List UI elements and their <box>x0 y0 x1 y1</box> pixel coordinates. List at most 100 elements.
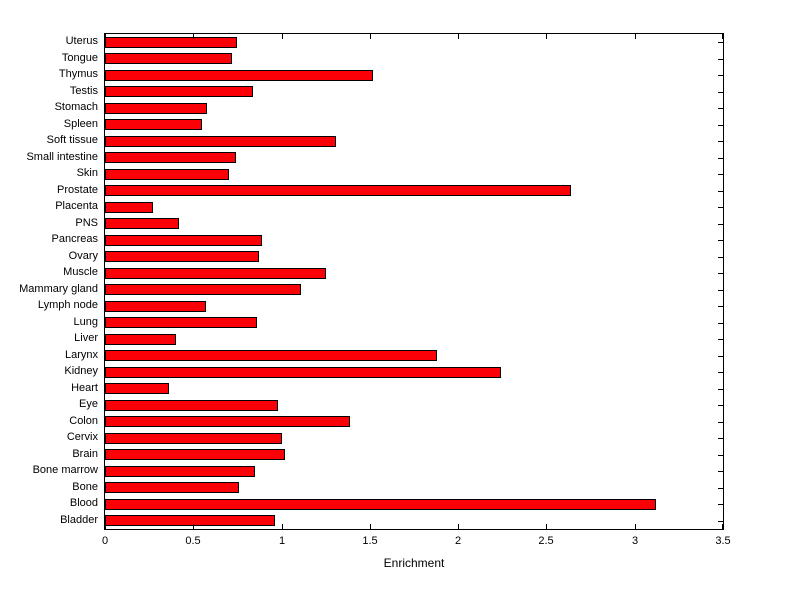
x-tick <box>722 524 723 529</box>
bar-pns <box>105 218 179 230</box>
bar-bladder <box>105 515 275 527</box>
y-tick-right <box>718 504 723 505</box>
y-tick-label: Placenta <box>55 200 98 213</box>
y-tick-label: Prostate <box>57 183 98 196</box>
y-tick-right <box>718 257 723 258</box>
y-tick-label: Skin <box>76 167 98 180</box>
bar-testis <box>105 86 253 98</box>
x-tick-label: 1 <box>278 535 286 547</box>
y-tick-label: Kidney <box>64 365 98 378</box>
x-tick <box>282 524 283 529</box>
y-tick-right <box>718 405 723 406</box>
y-tick-right <box>718 438 723 439</box>
x-tick <box>370 524 371 529</box>
x-tick-label: 1.5 <box>362 535 378 547</box>
x-tick <box>635 524 636 529</box>
x-tick-label: 2 <box>454 535 462 547</box>
y-tick-label: Lung <box>73 315 98 328</box>
y-tick-label: Blood <box>69 497 98 510</box>
y-tick-label: Soft tissue <box>46 134 98 147</box>
y-tick-right <box>718 92 723 93</box>
y-tick-right <box>718 290 723 291</box>
y-tick-label: Bone marrow <box>32 464 98 477</box>
bar-placenta <box>105 201 153 213</box>
bar-thymus <box>105 69 373 81</box>
y-tick-label: Small intestine <box>26 150 98 163</box>
y-tick-label: Pancreas <box>51 233 98 246</box>
y-tick-label: Testis <box>69 84 98 97</box>
y-tick-right <box>718 389 723 390</box>
y-tick-right <box>718 356 723 357</box>
y-tick-right <box>718 174 723 175</box>
y-tick-label: Eye <box>79 398 98 411</box>
y-tick-right <box>718 42 723 43</box>
bar-kidney <box>105 366 501 378</box>
y-tick-right <box>718 323 723 324</box>
y-tick-right <box>718 521 723 522</box>
y-tick-right <box>718 422 723 423</box>
bar-eye <box>105 399 278 411</box>
bar-lymph-node <box>105 300 206 312</box>
bar-lung <box>105 317 257 329</box>
x-tick <box>193 524 194 529</box>
y-tick-label: Brain <box>72 447 98 460</box>
y-tick-label: Bone <box>72 480 98 493</box>
bar-cervix <box>105 432 282 444</box>
y-tick-right <box>718 158 723 159</box>
y-tick-label: Thymus <box>58 68 98 81</box>
bar-uterus <box>105 36 237 48</box>
bar-small-intestine <box>105 152 236 164</box>
x-tick <box>546 524 547 529</box>
bar-brain <box>105 449 285 461</box>
x-tick-label: 0 <box>101 535 109 547</box>
y-tick-label: PNS <box>75 216 98 229</box>
y-tick-label: Colon <box>69 414 98 427</box>
bar-liver <box>105 333 176 345</box>
x-tick <box>105 524 106 529</box>
y-tick-label: Larynx <box>64 348 98 361</box>
bar-muscle <box>105 267 326 279</box>
y-tick-label: Stomach <box>54 101 98 114</box>
y-tick-right <box>718 471 723 472</box>
bar-prostate <box>105 185 571 197</box>
bar-colon <box>105 416 350 428</box>
x-tick-label: 0.5 <box>185 535 201 547</box>
x-tick-label: 3 <box>631 535 639 547</box>
y-tick-label: Tongue <box>61 51 98 64</box>
bar-spleen <box>105 119 202 131</box>
y-tick-right <box>718 125 723 126</box>
y-tick-right <box>718 488 723 489</box>
bar-stomach <box>105 102 207 114</box>
bar-heart <box>105 383 169 395</box>
x-tick-top <box>282 34 283 39</box>
bar-blood <box>105 498 656 510</box>
y-tick-right <box>718 339 723 340</box>
y-tick-label: Liver <box>74 332 98 345</box>
y-tick-right <box>718 240 723 241</box>
x-tick-top <box>105 34 106 39</box>
bar-soft-tissue <box>105 135 336 147</box>
x-tick-label: 3.5 <box>715 535 731 547</box>
y-tick-label: Uterus <box>65 35 98 48</box>
bar-ovary <box>105 251 259 263</box>
bar-bone <box>105 482 239 494</box>
x-tick-top <box>546 34 547 39</box>
x-tick-top <box>722 34 723 39</box>
bar-mammary-gland <box>105 284 301 296</box>
bar-pancreas <box>105 234 262 246</box>
y-tick-right <box>718 207 723 208</box>
x-tick <box>458 524 459 529</box>
bar-bone-marrow <box>105 465 255 477</box>
x-tick-top <box>458 34 459 39</box>
y-tick-label: Cervix <box>66 431 98 444</box>
y-tick-right <box>718 372 723 373</box>
y-tick-right <box>718 273 723 274</box>
x-axis-title: Enrichment <box>383 556 445 570</box>
y-tick-label: Mammary gland <box>19 282 98 295</box>
y-tick-label: Bladder <box>60 513 98 526</box>
y-tick-label: Muscle <box>63 266 98 279</box>
bar-skin <box>105 168 229 180</box>
x-tick-top <box>370 34 371 39</box>
y-tick-right <box>718 141 723 142</box>
